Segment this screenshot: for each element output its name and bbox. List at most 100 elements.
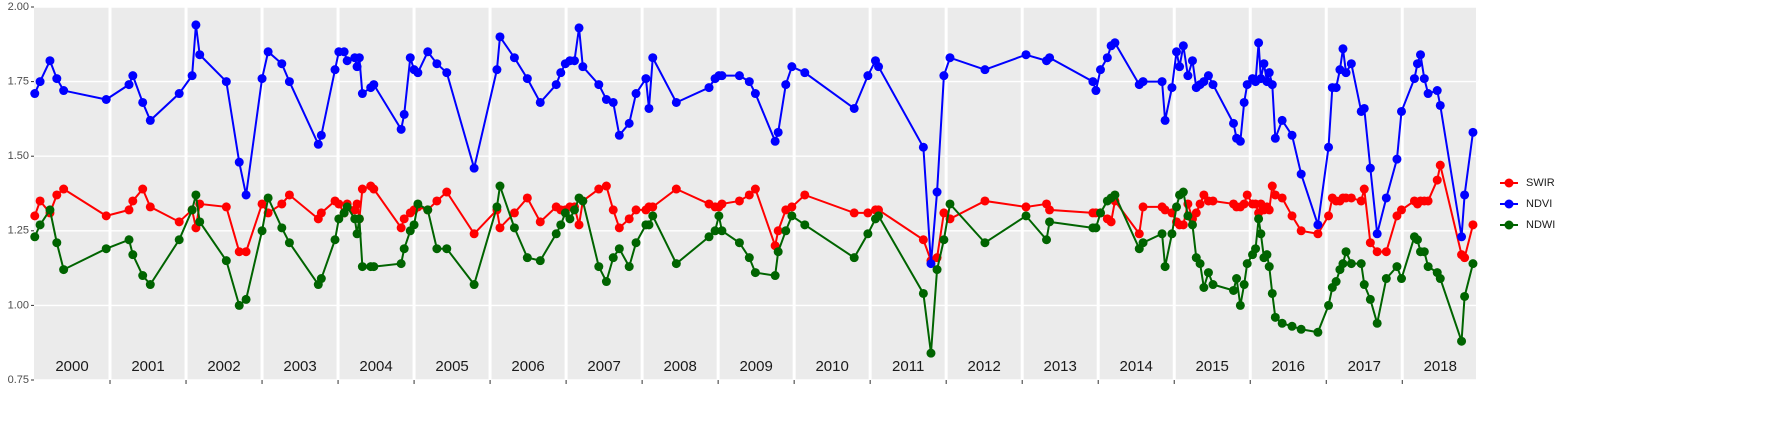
data-point xyxy=(601,95,611,105)
data-point xyxy=(442,244,452,254)
data-point xyxy=(863,71,873,81)
data-point xyxy=(354,214,364,224)
data-point xyxy=(195,217,205,227)
data-point xyxy=(423,205,433,215)
data-point xyxy=(1042,235,1052,245)
data-point xyxy=(369,184,379,194)
data-point xyxy=(396,259,406,269)
data-point xyxy=(648,211,658,221)
data-point xyxy=(750,268,760,278)
x-tick-label: 2015 xyxy=(1196,358,1229,375)
data-point xyxy=(1365,294,1375,304)
data-point xyxy=(277,199,287,209)
data-point xyxy=(1021,50,1031,60)
data-point xyxy=(128,71,138,81)
data-point xyxy=(939,235,949,245)
x-tick-label: 2013 xyxy=(1044,358,1077,375)
data-point xyxy=(241,294,251,304)
data-point xyxy=(124,80,134,90)
data-point xyxy=(849,253,859,263)
data-point xyxy=(980,196,990,206)
x-tick-label: 2008 xyxy=(663,358,696,375)
data-point xyxy=(1045,217,1055,227)
data-point xyxy=(1021,211,1031,221)
data-point xyxy=(221,202,231,212)
data-point xyxy=(1341,68,1351,78)
data-point xyxy=(1264,205,1274,215)
data-point xyxy=(334,199,344,209)
data-point xyxy=(1324,211,1334,221)
data-point xyxy=(492,65,502,75)
data-point xyxy=(1239,199,1249,209)
x-tick-label: 2018 xyxy=(1424,358,1457,375)
data-point xyxy=(1232,274,1242,284)
data-point xyxy=(1338,44,1348,54)
data-point xyxy=(522,253,532,263)
data-point xyxy=(1423,262,1433,272)
x-tick-label: 2012 xyxy=(967,358,1000,375)
data-point xyxy=(1178,187,1188,197)
data-point xyxy=(1356,259,1366,269)
data-point xyxy=(1313,229,1323,239)
data-point xyxy=(1267,181,1277,191)
data-point xyxy=(1095,65,1105,75)
data-point xyxy=(1338,259,1348,269)
data-point xyxy=(101,95,111,105)
x-tick-label: 2005 xyxy=(435,358,468,375)
data-point xyxy=(717,71,727,81)
data-point xyxy=(1409,74,1419,84)
data-point xyxy=(648,53,658,63)
data-point xyxy=(342,56,352,66)
y-tick-label: 1.75 xyxy=(8,76,29,88)
data-point xyxy=(1432,175,1442,185)
data-point xyxy=(52,74,62,84)
data-point xyxy=(980,65,990,75)
data-point xyxy=(918,142,928,152)
data-point xyxy=(1412,59,1422,69)
data-point xyxy=(187,205,197,215)
data-point xyxy=(1287,130,1297,140)
data-point xyxy=(1239,97,1249,107)
data-point xyxy=(221,256,231,266)
x-tick-label: 2003 xyxy=(283,358,316,375)
data-point xyxy=(257,226,267,236)
data-point xyxy=(1235,136,1245,146)
data-point xyxy=(750,184,760,194)
data-point xyxy=(1416,50,1426,60)
data-point xyxy=(1259,59,1269,69)
data-point xyxy=(396,223,406,233)
data-point xyxy=(945,199,955,209)
data-point xyxy=(469,280,479,290)
data-point xyxy=(1267,80,1277,90)
data-point xyxy=(145,202,155,212)
data-point xyxy=(1324,300,1334,310)
data-point xyxy=(1267,288,1277,298)
data-point xyxy=(594,262,604,272)
data-point xyxy=(800,220,810,230)
data-point xyxy=(35,77,45,87)
data-point xyxy=(714,211,724,221)
data-point xyxy=(624,262,634,272)
data-point xyxy=(704,83,714,93)
data-point xyxy=(234,300,244,310)
y-tick-label: 0.75 xyxy=(8,374,29,386)
data-point xyxy=(101,211,111,221)
data-point xyxy=(413,199,423,209)
data-point xyxy=(1095,208,1105,218)
data-point xyxy=(1045,205,1055,215)
data-point xyxy=(1372,247,1382,257)
data-point xyxy=(442,68,452,78)
data-point xyxy=(1397,205,1407,215)
data-point xyxy=(316,130,326,140)
data-point xyxy=(787,211,797,221)
data-point xyxy=(316,274,326,284)
data-point xyxy=(578,62,588,72)
data-point xyxy=(509,53,519,63)
data-point xyxy=(1178,220,1188,230)
data-point xyxy=(1392,262,1402,272)
data-point xyxy=(641,74,651,84)
data-point xyxy=(1178,41,1188,51)
data-point xyxy=(399,244,409,254)
data-point xyxy=(671,184,681,194)
data-point xyxy=(1296,226,1306,236)
